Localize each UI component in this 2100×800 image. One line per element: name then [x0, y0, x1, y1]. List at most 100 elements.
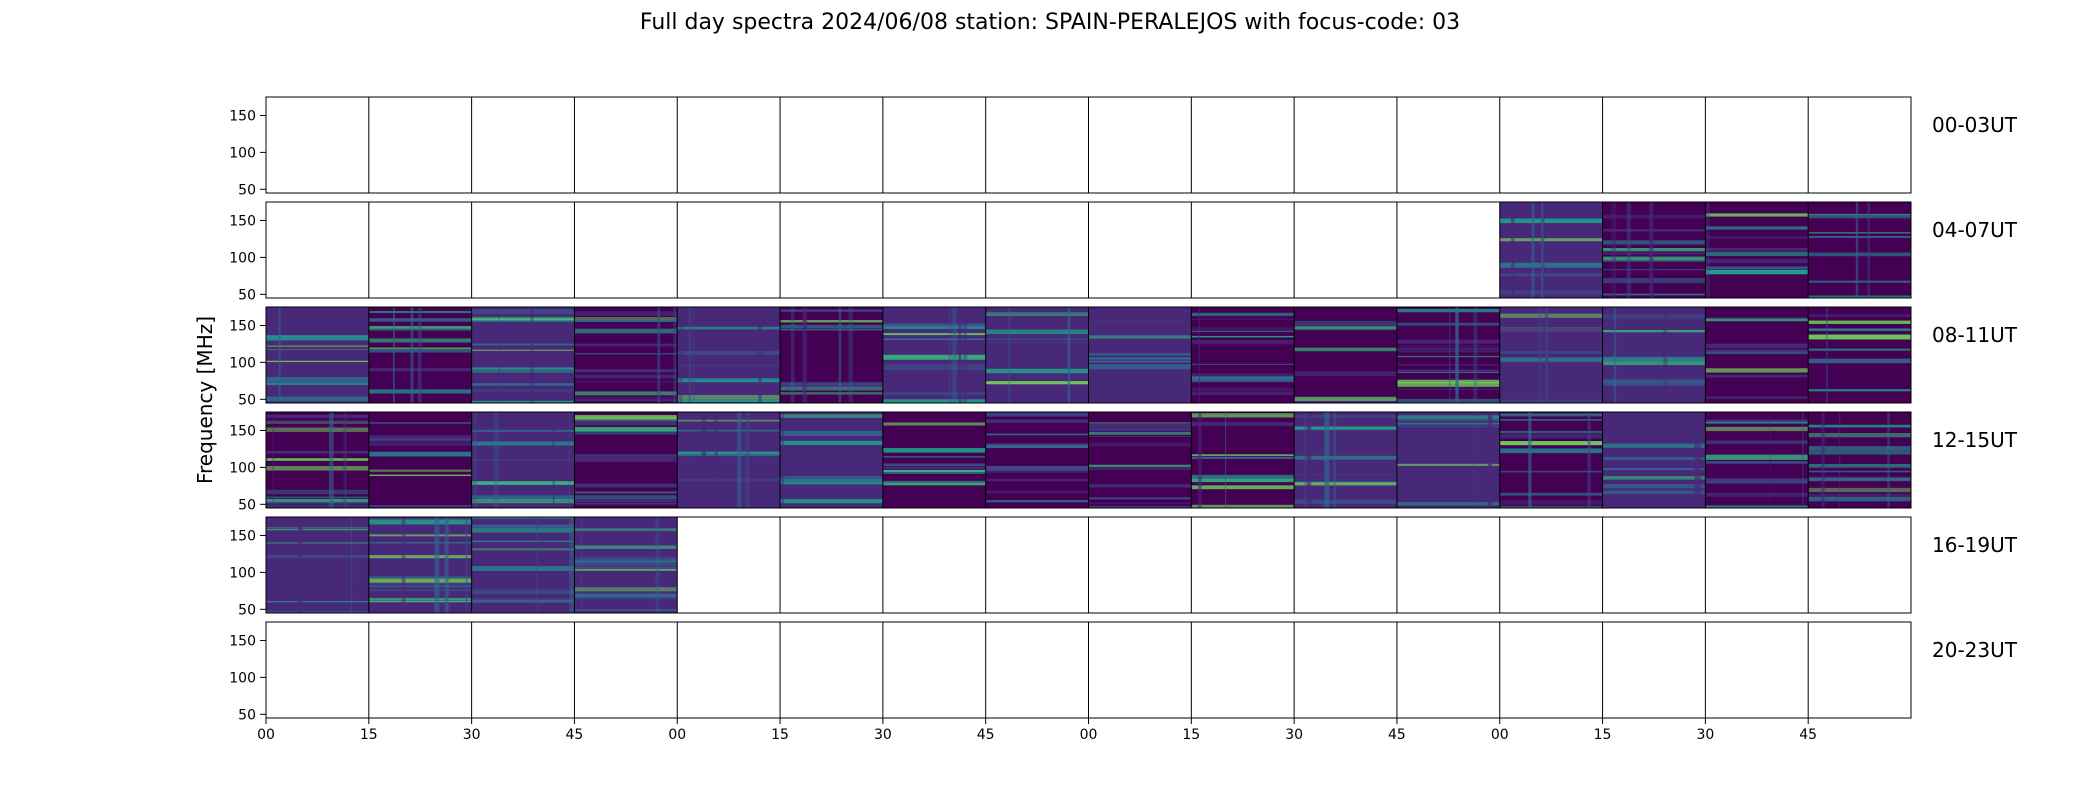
frequency-band — [368, 505, 472, 508]
frequency-band — [1088, 442, 1192, 447]
time-streak — [1455, 307, 1459, 403]
y-tick-label: 100 — [229, 145, 256, 161]
frequency-band — [1602, 465, 1706, 468]
frequency-band — [471, 522, 575, 524]
frequency-band — [1088, 392, 1192, 394]
y-tick-label: 150 — [229, 108, 256, 124]
time-streak — [1540, 202, 1545, 298]
segment-fill — [1191, 412, 1295, 508]
frequency-band — [1088, 335, 1192, 339]
time-streak — [701, 412, 706, 508]
frequency-band — [574, 498, 678, 503]
time-streak — [673, 307, 677, 403]
frequency-band — [574, 556, 678, 562]
y-tick-label: 50 — [238, 497, 256, 513]
frequency-band — [677, 478, 781, 482]
frequency-band — [985, 381, 1089, 385]
frequency-band — [1602, 379, 1706, 383]
frequency-band — [1294, 429, 1397, 432]
frequency-band — [882, 480, 986, 483]
segment-fill — [1499, 412, 1603, 508]
frequency-band — [1705, 317, 1809, 319]
time-streak — [272, 412, 275, 508]
frequency-band — [1499, 357, 1603, 362]
frequency-band — [882, 448, 986, 453]
segment-fill — [471, 517, 575, 613]
frequency-band — [677, 395, 781, 400]
frequency-band — [574, 311, 678, 316]
frequency-band — [1088, 422, 1192, 428]
time-streak — [568, 412, 570, 508]
segment-fill — [368, 517, 472, 613]
frequency-band — [1808, 348, 1911, 351]
frequency-band — [266, 587, 369, 589]
frequency-band — [677, 468, 781, 472]
frequency-band — [1808, 320, 1911, 324]
frequency-band — [1294, 499, 1397, 504]
frequency-band — [1191, 330, 1295, 333]
frequency-band — [1499, 351, 1603, 355]
frequency-band — [574, 352, 678, 355]
frequency-band — [1602, 293, 1706, 296]
frequency-band — [1396, 355, 1500, 358]
frequency-band — [1499, 272, 1603, 275]
frequency-band — [1191, 327, 1295, 332]
frequency-band — [368, 469, 472, 472]
y-tick-label: 150 — [229, 633, 256, 649]
time-streak — [1333, 412, 1337, 508]
frequency-band — [471, 540, 575, 543]
frequency-band — [1499, 413, 1603, 417]
frequency-band — [1088, 353, 1192, 356]
time-streak — [1531, 202, 1535, 298]
frequency-band — [1191, 456, 1295, 459]
frequency-band — [266, 346, 369, 350]
frequency-band — [1808, 334, 1911, 340]
frequency-band — [471, 401, 575, 403]
time-streak — [1198, 307, 1200, 403]
frequency-band — [1499, 470, 1603, 473]
frequency-band — [1705, 419, 1809, 424]
frequency-band — [574, 328, 678, 334]
time-streak — [1706, 202, 1710, 298]
frequency-band — [1499, 376, 1603, 381]
frequency-band — [1602, 356, 1706, 362]
time-streak — [1838, 412, 1841, 508]
time-streak — [1769, 412, 1771, 508]
frequency-band — [677, 429, 781, 432]
frequency-band — [574, 519, 678, 523]
frequency-band — [1705, 236, 1809, 239]
frequency-band — [677, 326, 781, 330]
frequency-band — [780, 482, 883, 485]
frequency-band — [1294, 320, 1397, 324]
frequency-band — [1705, 481, 1809, 484]
x-tick-label: 45 — [977, 727, 995, 743]
x-tick-label: 30 — [1285, 727, 1303, 743]
frequency-band — [882, 469, 986, 473]
frequency-band — [1294, 417, 1397, 422]
y-tick-label: 100 — [229, 250, 256, 266]
time-streak — [1473, 307, 1478, 403]
time-streak — [758, 307, 762, 403]
x-tick-label: 45 — [566, 727, 584, 743]
frequency-band — [471, 499, 575, 504]
frequency-band — [368, 576, 472, 578]
frequency-band — [677, 419, 781, 422]
frequency-band — [1088, 506, 1192, 508]
segment-fill — [1396, 412, 1500, 508]
time-streak — [688, 307, 691, 403]
y-tick-label: 150 — [229, 423, 256, 439]
frequency-band — [985, 337, 1089, 341]
x-tick-label: 15 — [360, 727, 378, 743]
frequency-band — [574, 566, 678, 569]
frequency-band — [1705, 258, 1809, 264]
frequency-band — [677, 378, 781, 382]
frequency-band — [1191, 363, 1295, 365]
frequency-band — [780, 458, 883, 463]
frequency-band — [1088, 427, 1192, 432]
time-streak — [473, 412, 477, 508]
time-streak — [1802, 412, 1804, 508]
time-streak — [1472, 412, 1474, 508]
frequency-band — [266, 498, 369, 502]
frequency-band — [985, 445, 1089, 449]
x-tick-label: 15 — [1594, 727, 1612, 743]
